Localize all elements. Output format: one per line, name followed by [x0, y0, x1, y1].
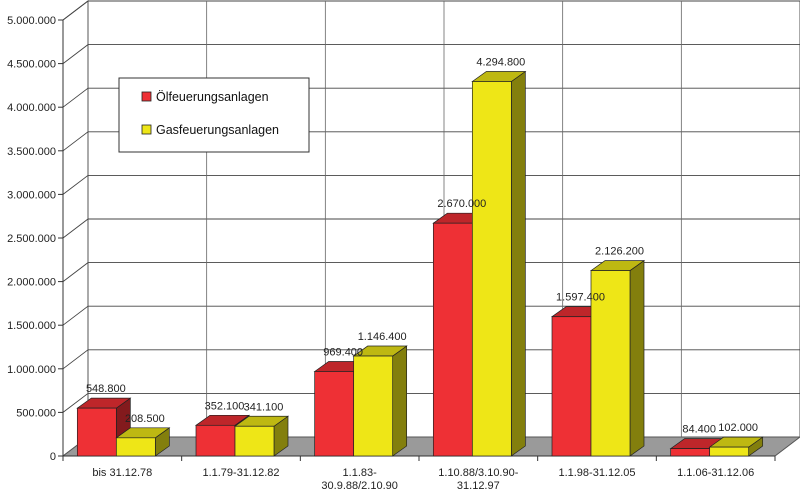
y-tick-label: 0	[50, 451, 56, 463]
data-label: 548.800	[86, 383, 126, 395]
x-tick-label: 31.12.97	[457, 480, 500, 492]
legend-label: Ölfeuerungsanlagen	[156, 90, 269, 104]
bar	[115, 427, 171, 457]
legend-label: Gasfeuerungsanlagen	[156, 123, 279, 137]
x-tick-label: bis 31.12.78	[92, 467, 152, 479]
data-label: 208.500	[125, 413, 165, 425]
y-tick-label: 4.500.000	[7, 59, 56, 71]
data-label: 969.400	[323, 346, 363, 358]
bar-front	[353, 355, 394, 457]
bar-front	[432, 222, 473, 457]
bars	[76, 70, 764, 457]
bar-front	[115, 437, 156, 457]
data-label: 102.000	[718, 422, 758, 434]
data-label: 1.146.400	[358, 331, 407, 343]
x-tick-label: 1.1.79-31.12.82	[202, 467, 279, 479]
bar-side	[629, 259, 645, 457]
data-label: 2.126.200	[595, 246, 644, 258]
bar-front	[670, 448, 711, 457]
data-label: 4.294.800	[476, 56, 525, 68]
data-label: 352.100	[205, 400, 245, 412]
bar	[589, 259, 646, 457]
y-tick-label: 3.500.000	[7, 146, 56, 158]
x-tick-label: 1.1.06-31.12.06	[677, 467, 754, 479]
legend-box	[118, 77, 310, 153]
data-labels: 548.800 208.500 352.100 341.100 969.400 1.146…	[86, 56, 758, 435]
bar-front	[234, 425, 275, 457]
x-tick-label: 1.1.98-31.12.05	[558, 467, 635, 479]
data-label: 2.670.000	[437, 198, 486, 210]
bar-front	[471, 81, 512, 457]
bar	[233, 415, 290, 457]
legend-swatch	[141, 124, 152, 135]
bar-front	[76, 407, 117, 457]
data-label: 341.100	[244, 401, 284, 413]
data-label: 84.400	[682, 424, 716, 436]
bar-front	[314, 371, 355, 457]
y-tick-label: 3.000.000	[7, 189, 56, 201]
x-tick-label: 1.10.88/3.10.90-	[438, 467, 518, 479]
y-tick-label: 500.000	[16, 407, 56, 419]
y-tick-label: 2.000.000	[7, 277, 56, 289]
bar-front	[195, 424, 236, 457]
legend: Ölfeuerungsanlagen Gasfeuerungsanlagen	[118, 77, 310, 153]
bar-side	[510, 70, 526, 457]
bar-front	[709, 446, 750, 457]
bar	[708, 436, 764, 457]
data-label: 1.597.400	[556, 292, 605, 304]
chart-walls	[62, 0, 800, 458]
x-tick-label: 30.9.88/2.10.90	[321, 480, 397, 492]
legend-swatch	[141, 91, 152, 102]
bar-side	[392, 345, 408, 457]
y-tick-label: 5.000.000	[7, 15, 56, 27]
y-tick-label: 4.000.000	[7, 102, 56, 114]
axes: 0 500.000 1.000.000 1.500.000 2.000.000 2.500…	[7, 15, 776, 492]
x-tick-label: 1.1.83-	[343, 467, 378, 479]
y-tick-label: 1.500.000	[7, 320, 56, 332]
bar-front	[590, 270, 631, 457]
y-tick-label: 1.000.000	[7, 364, 56, 376]
bar	[352, 345, 408, 457]
bar-front	[551, 316, 592, 457]
bar	[471, 70, 527, 457]
y-tick-label: 2.500.000	[7, 233, 56, 245]
